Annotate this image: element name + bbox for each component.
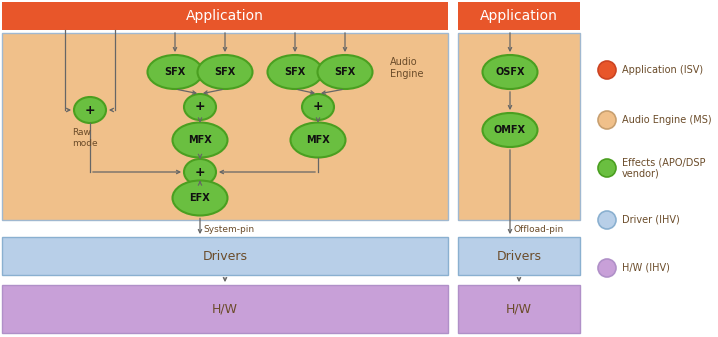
Circle shape (598, 159, 616, 177)
Text: Audio
Engine: Audio Engine (390, 57, 424, 79)
Ellipse shape (268, 55, 322, 89)
Ellipse shape (184, 159, 216, 185)
Circle shape (598, 61, 616, 79)
Text: Drivers: Drivers (497, 249, 541, 263)
Text: Application: Application (186, 9, 264, 23)
Text: MFX: MFX (188, 135, 212, 145)
Text: OSFX: OSFX (495, 67, 525, 77)
Text: Audio Engine (MS): Audio Engine (MS) (622, 115, 712, 125)
Bar (2, 237, 448, 275)
Ellipse shape (302, 94, 334, 120)
Text: SFX: SFX (335, 67, 355, 77)
Ellipse shape (291, 123, 345, 157)
Circle shape (598, 111, 616, 129)
Circle shape (598, 211, 616, 229)
Ellipse shape (482, 55, 538, 89)
Text: Application (ISV): Application (ISV) (622, 65, 703, 75)
Text: +: + (195, 165, 205, 179)
Text: +: + (85, 103, 95, 117)
Text: Application: Application (480, 9, 558, 23)
Bar (458, 237, 580, 275)
Text: System-pin: System-pin (203, 225, 254, 234)
Text: H/W: H/W (506, 303, 532, 315)
Text: MFX: MFX (306, 135, 330, 145)
Bar (2, 33, 448, 220)
Text: +: + (312, 100, 323, 114)
Text: SFX: SFX (215, 67, 236, 77)
Text: Driver (IHV): Driver (IHV) (622, 215, 680, 225)
Ellipse shape (172, 181, 228, 215)
Bar (458, 285, 580, 333)
Ellipse shape (172, 123, 228, 157)
Bar (2, 285, 448, 333)
Text: EFX: EFX (190, 193, 210, 203)
Bar (2, 2, 448, 30)
Bar (458, 33, 580, 220)
Ellipse shape (482, 113, 538, 147)
Text: Raw
mode: Raw mode (72, 128, 98, 148)
Ellipse shape (197, 55, 253, 89)
Circle shape (598, 259, 616, 277)
Text: +: + (195, 100, 205, 114)
Text: Drivers: Drivers (202, 249, 248, 263)
Text: OMFX: OMFX (494, 125, 526, 135)
Ellipse shape (317, 55, 373, 89)
Text: SFX: SFX (284, 67, 306, 77)
Text: Offload-pin: Offload-pin (513, 225, 563, 234)
Text: SFX: SFX (164, 67, 186, 77)
Text: Effects (APO/DSP
vendor): Effects (APO/DSP vendor) (622, 157, 706, 179)
Ellipse shape (147, 55, 202, 89)
Bar (458, 2, 580, 30)
Ellipse shape (184, 94, 216, 120)
Text: H/W (IHV): H/W (IHV) (622, 263, 670, 273)
Ellipse shape (74, 97, 106, 123)
Text: H/W: H/W (212, 303, 238, 315)
